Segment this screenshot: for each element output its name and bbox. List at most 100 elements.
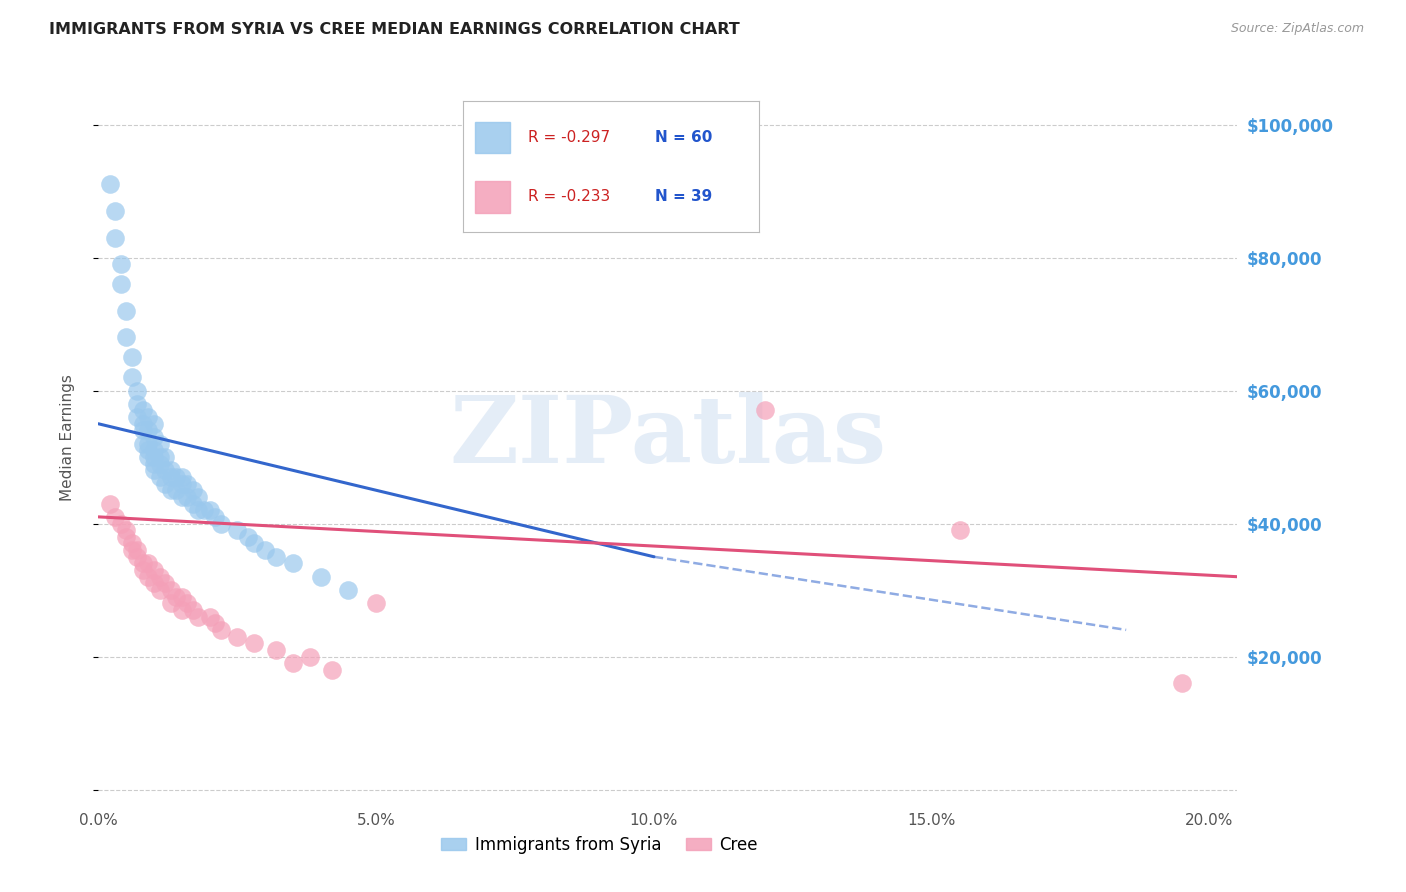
Immigrants from Syria — [98, 178, 121, 192]
Immigrants from Syria — [153, 476, 176, 491]
Cree — [321, 663, 343, 677]
Cree — [170, 603, 193, 617]
Immigrants from Syria — [165, 470, 187, 484]
Cree — [1170, 676, 1192, 690]
Immigrants from Syria — [132, 424, 155, 438]
Immigrants from Syria — [138, 410, 160, 425]
Cree — [115, 530, 138, 544]
Immigrants from Syria — [132, 436, 155, 450]
Immigrants from Syria — [181, 483, 204, 498]
Immigrants from Syria — [138, 436, 160, 450]
Cree — [243, 636, 266, 650]
Cree — [132, 563, 155, 577]
Text: Source: ZipAtlas.com: Source: ZipAtlas.com — [1230, 22, 1364, 36]
Immigrants from Syria — [148, 457, 170, 471]
Immigrants from Syria — [187, 503, 209, 517]
Immigrants from Syria — [104, 230, 127, 244]
Cree — [298, 649, 321, 664]
Cree — [226, 630, 249, 644]
Immigrants from Syria — [170, 476, 193, 491]
Immigrants from Syria — [170, 490, 193, 504]
Cree — [127, 549, 149, 564]
Cree — [198, 609, 221, 624]
Immigrants from Syria — [143, 450, 166, 464]
Cree — [143, 563, 166, 577]
Cree — [121, 543, 143, 558]
Immigrants from Syria — [193, 503, 215, 517]
Cree — [176, 596, 198, 610]
Cree — [159, 582, 181, 597]
Immigrants from Syria — [138, 443, 160, 458]
Cree — [148, 570, 170, 584]
Cree — [264, 643, 287, 657]
Cree — [138, 570, 160, 584]
Immigrants from Syria — [148, 470, 170, 484]
Cree — [159, 596, 181, 610]
Cree — [165, 590, 187, 604]
Cree — [98, 497, 121, 511]
Immigrants from Syria — [121, 370, 143, 384]
Immigrants from Syria — [226, 523, 249, 537]
Immigrants from Syria — [153, 463, 176, 477]
Immigrants from Syria — [132, 417, 155, 431]
Immigrants from Syria — [110, 257, 132, 271]
Legend: Immigrants from Syria, Cree: Immigrants from Syria, Cree — [434, 829, 765, 860]
Cree — [127, 543, 149, 558]
Text: ZIPatlas: ZIPatlas — [450, 392, 886, 482]
Immigrants from Syria — [176, 490, 198, 504]
Immigrants from Syria — [127, 384, 149, 398]
Cree — [148, 582, 170, 597]
Immigrants from Syria — [159, 470, 181, 484]
Immigrants from Syria — [148, 436, 170, 450]
Cree — [187, 609, 209, 624]
Immigrants from Syria — [254, 543, 277, 558]
Cree — [366, 596, 388, 610]
Immigrants from Syria — [264, 549, 287, 564]
Immigrants from Syria — [187, 490, 209, 504]
Immigrants from Syria — [170, 470, 193, 484]
Cree — [948, 523, 970, 537]
Immigrants from Syria — [121, 351, 143, 365]
Cree — [209, 623, 232, 637]
Cree — [132, 557, 155, 571]
Immigrants from Syria — [143, 430, 166, 444]
Immigrants from Syria — [238, 530, 260, 544]
Cree — [204, 616, 226, 631]
Cree — [181, 603, 204, 617]
Cree — [121, 536, 143, 550]
Cree — [754, 403, 776, 417]
Immigrants from Syria — [204, 509, 226, 524]
Immigrants from Syria — [165, 483, 187, 498]
Cree — [170, 590, 193, 604]
Immigrants from Syria — [138, 424, 160, 438]
Immigrants from Syria — [115, 330, 138, 344]
Cree — [110, 516, 132, 531]
Immigrants from Syria — [181, 497, 204, 511]
Immigrants from Syria — [243, 536, 266, 550]
Immigrants from Syria — [337, 582, 360, 597]
Cree — [104, 509, 127, 524]
Immigrants from Syria — [148, 450, 170, 464]
Immigrants from Syria — [143, 417, 166, 431]
Immigrants from Syria — [143, 457, 166, 471]
Immigrants from Syria — [132, 403, 155, 417]
Text: IMMIGRANTS FROM SYRIA VS CREE MEDIAN EARNINGS CORRELATION CHART: IMMIGRANTS FROM SYRIA VS CREE MEDIAN EAR… — [49, 22, 740, 37]
Immigrants from Syria — [159, 483, 181, 498]
Immigrants from Syria — [143, 463, 166, 477]
Immigrants from Syria — [309, 570, 332, 584]
Cree — [115, 523, 138, 537]
Cree — [138, 557, 160, 571]
Immigrants from Syria — [127, 397, 149, 411]
Immigrants from Syria — [115, 303, 138, 318]
Immigrants from Syria — [143, 443, 166, 458]
Immigrants from Syria — [281, 557, 304, 571]
Cree — [143, 576, 166, 591]
Y-axis label: Median Earnings: Median Earnings — [60, 374, 75, 500]
Immigrants from Syria — [159, 463, 181, 477]
Immigrants from Syria — [138, 450, 160, 464]
Immigrants from Syria — [176, 476, 198, 491]
Immigrants from Syria — [127, 410, 149, 425]
Immigrants from Syria — [104, 204, 127, 219]
Immigrants from Syria — [209, 516, 232, 531]
Cree — [153, 576, 176, 591]
